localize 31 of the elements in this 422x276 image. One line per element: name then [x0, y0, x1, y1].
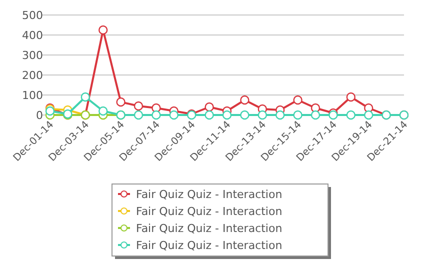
point	[98, 25, 108, 35]
legend-label: Fair Quiz Quiz - Interaction	[136, 205, 282, 218]
legend-label: Fair Quiz Quiz - Interaction	[136, 188, 282, 201]
point	[169, 110, 178, 120]
y-tick-label: 100	[22, 89, 43, 102]
point	[134, 110, 144, 120]
point	[80, 92, 90, 102]
point	[258, 110, 267, 120]
point	[152, 110, 161, 120]
point	[276, 110, 285, 120]
point	[346, 110, 356, 120]
y-tick-label: 0	[36, 109, 43, 122]
y-tick-label: 400	[22, 29, 43, 42]
legend-label: Fair Quiz Quiz - Interaction	[136, 239, 282, 252]
point	[116, 97, 126, 107]
point	[346, 92, 356, 102]
y-tick-label: 300	[22, 49, 43, 62]
point	[240, 95, 250, 105]
y-tick-label: 200	[22, 69, 43, 82]
point	[310, 110, 320, 120]
point	[222, 110, 232, 120]
point	[134, 101, 144, 111]
point	[240, 110, 250, 120]
y-tick-label: 500	[22, 9, 43, 22]
legend-label: Fair Quiz Quiz - Interaction	[136, 222, 282, 235]
point	[293, 95, 302, 105]
point	[204, 102, 214, 112]
point	[293, 110, 302, 120]
point	[204, 110, 214, 120]
point	[364, 110, 374, 120]
point	[98, 106, 108, 116]
